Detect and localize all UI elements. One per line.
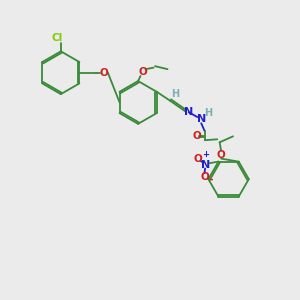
Text: O: O <box>193 154 202 164</box>
Text: O: O <box>217 150 226 160</box>
Text: O: O <box>192 131 201 141</box>
Text: N: N <box>196 114 206 124</box>
Text: -: - <box>209 175 213 185</box>
Text: Cl: Cl <box>52 33 63 43</box>
Text: +: + <box>202 150 209 159</box>
Text: H: H <box>171 89 179 99</box>
Text: N: N <box>184 107 194 117</box>
Text: H: H <box>205 108 213 118</box>
Text: O: O <box>200 172 209 182</box>
Text: O: O <box>100 68 108 78</box>
Text: N: N <box>201 160 211 170</box>
Text: O: O <box>138 67 147 76</box>
